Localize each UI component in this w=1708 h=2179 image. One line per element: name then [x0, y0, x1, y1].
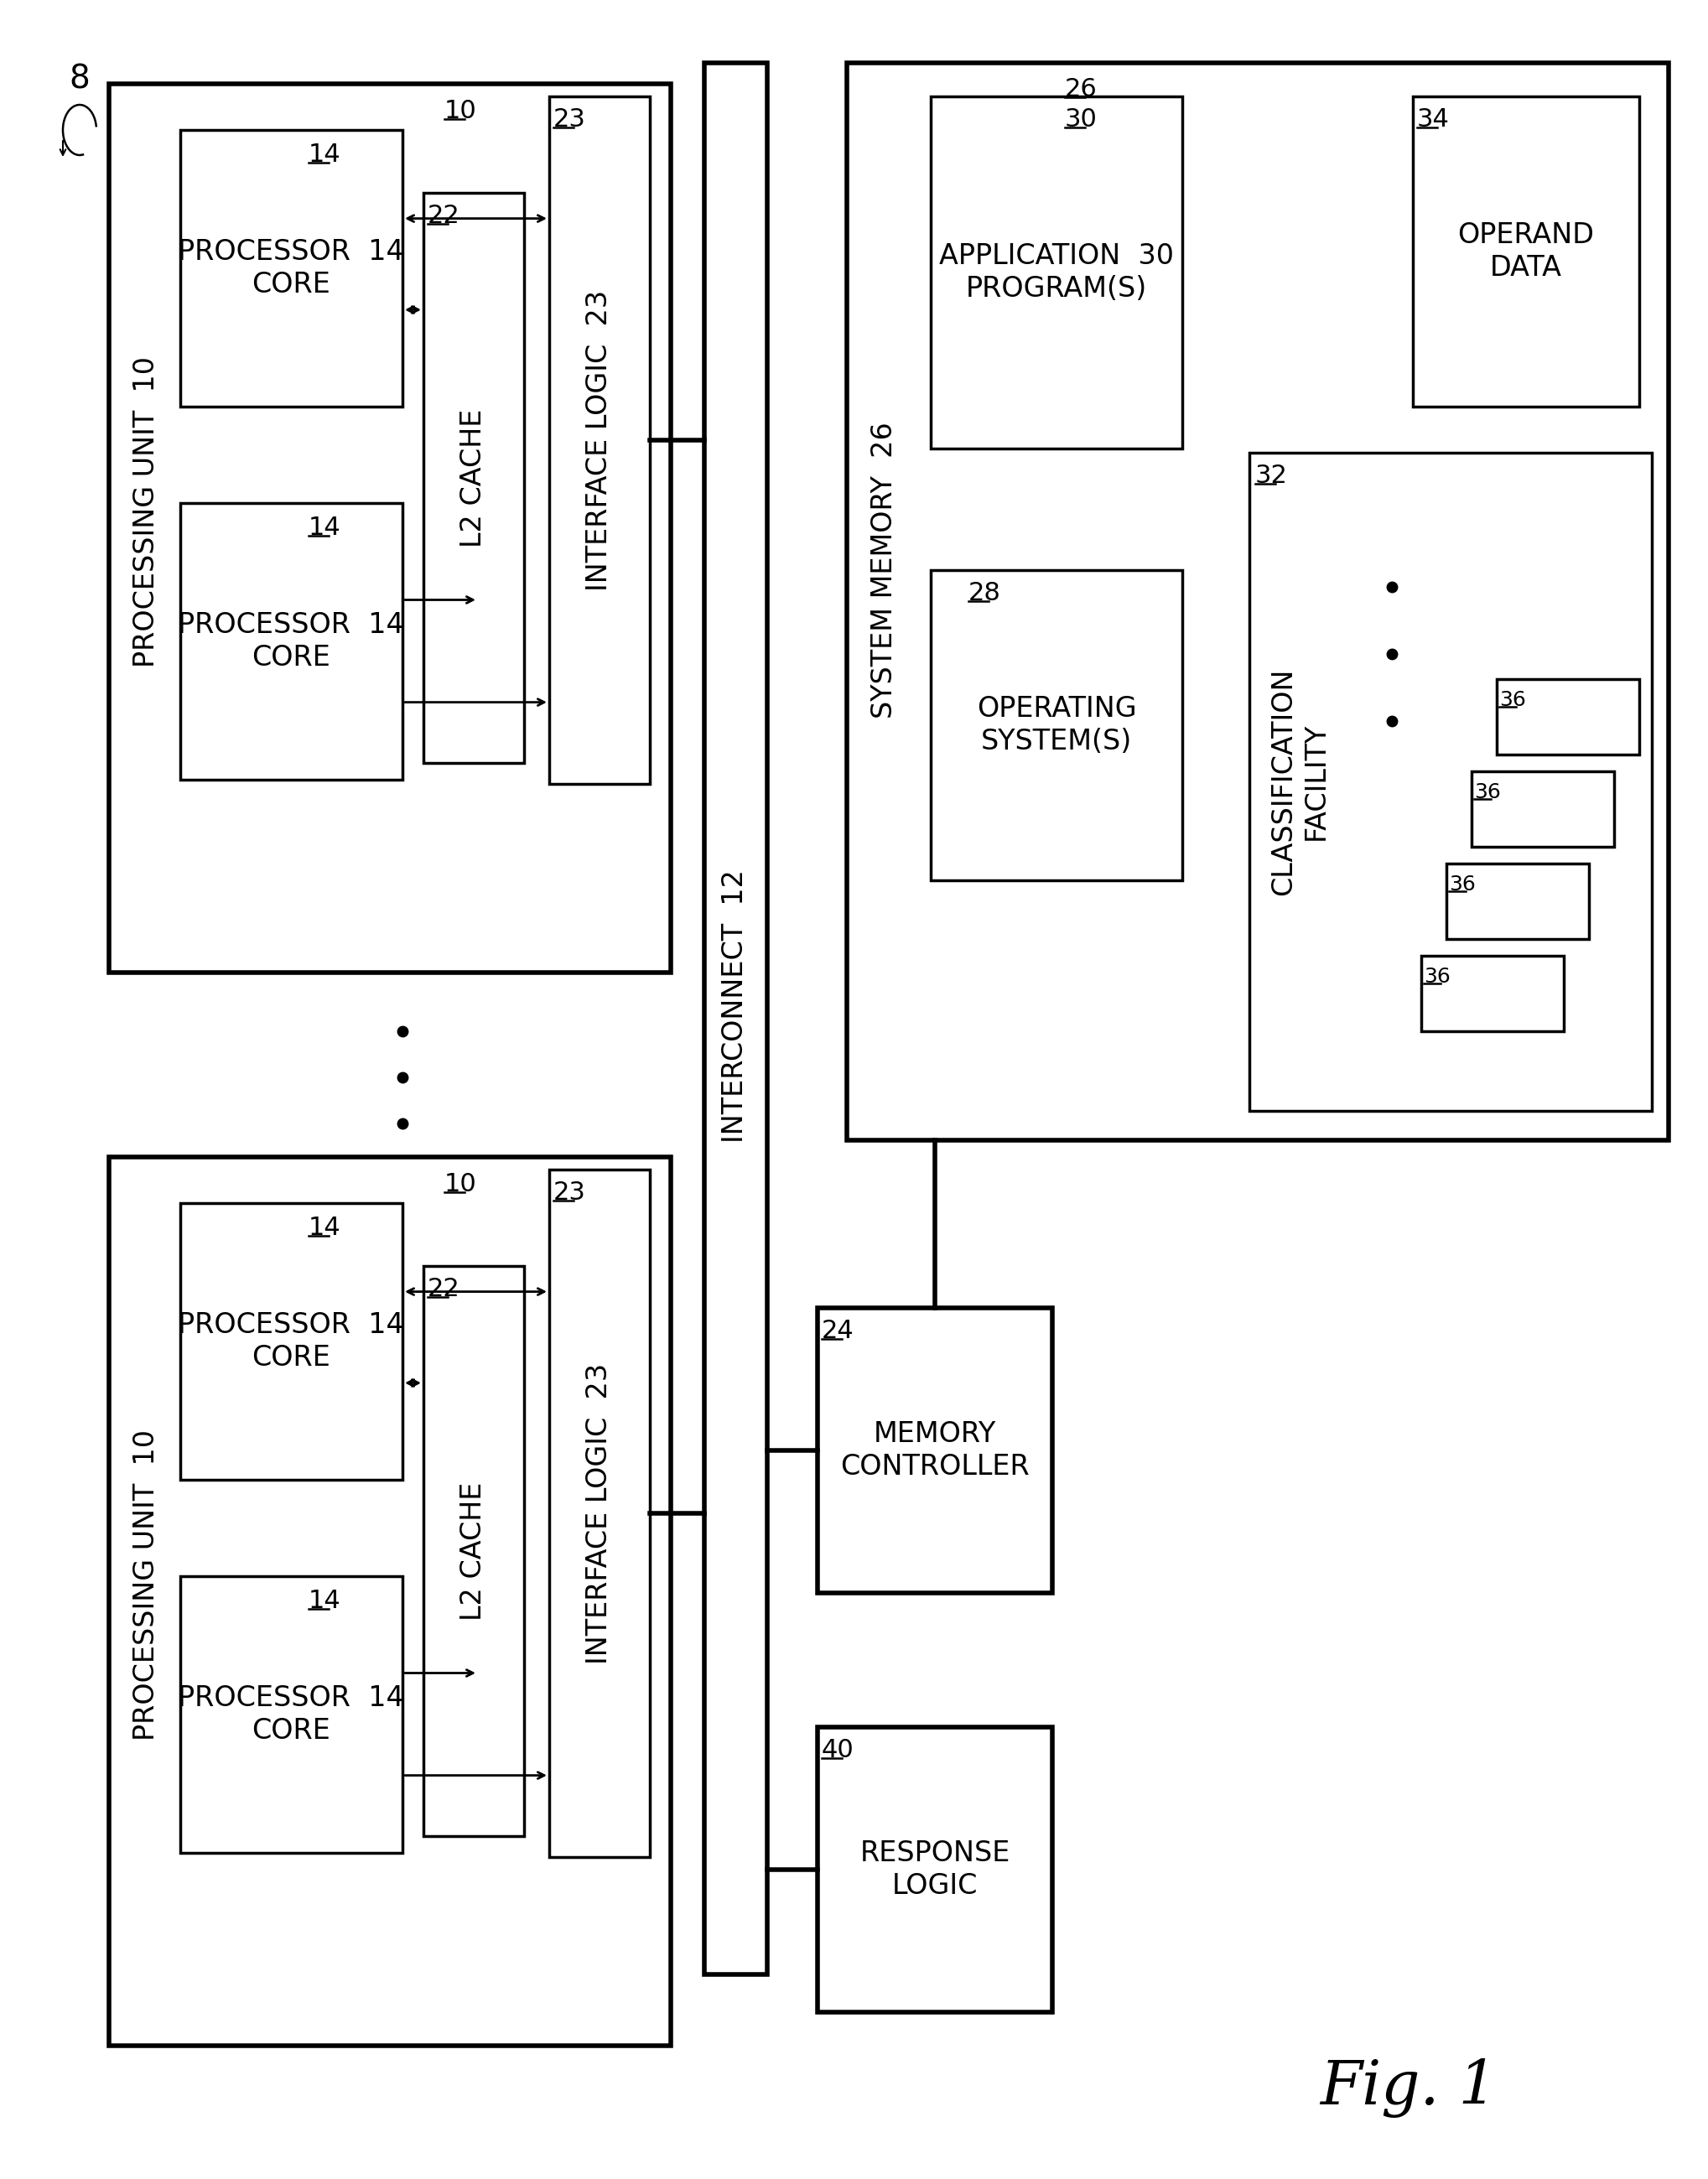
Text: PROCESSOR  14
CORE: PROCESSOR 14 CORE — [178, 612, 405, 671]
Text: 23: 23 — [553, 1181, 586, 1205]
Text: PROCESSOR  14
CORE: PROCESSOR 14 CORE — [178, 238, 405, 299]
Text: APPLICATION  30
PROGRAM(S): APPLICATION 30 PROGRAM(S) — [939, 242, 1173, 303]
Text: 36: 36 — [1424, 967, 1450, 987]
Text: Fig. 1: Fig. 1 — [1320, 2057, 1498, 2118]
Bar — [1421, 957, 1565, 1031]
Bar — [1496, 680, 1640, 754]
Text: 14: 14 — [309, 516, 342, 540]
Text: INTERFACE LOGIC  23: INTERFACE LOGIC 23 — [586, 1362, 613, 1665]
Bar — [181, 1203, 403, 1480]
Bar — [704, 63, 767, 1974]
Text: PROCESSING UNIT  10: PROCESSING UNIT 10 — [133, 1429, 161, 1741]
Text: 32: 32 — [1255, 464, 1288, 488]
Text: SYSTEM MEMORY  26: SYSTEM MEMORY 26 — [871, 423, 898, 719]
Bar — [1249, 453, 1652, 1111]
Text: 14: 14 — [309, 1216, 342, 1240]
Text: 10: 10 — [444, 98, 477, 124]
Bar — [1447, 863, 1588, 939]
Bar — [181, 1575, 403, 1852]
Bar — [818, 1307, 1052, 1593]
Bar — [550, 96, 649, 784]
Text: OPERATING
SYSTEM(S): OPERATING SYSTEM(S) — [977, 695, 1136, 756]
Text: 26: 26 — [1064, 76, 1097, 102]
Text: 14: 14 — [309, 1588, 342, 1612]
Bar — [550, 1170, 649, 1857]
Text: 36: 36 — [1474, 782, 1501, 802]
Text: 22: 22 — [427, 203, 459, 229]
Bar — [847, 63, 1669, 1140]
Bar — [109, 83, 671, 972]
Text: 22: 22 — [427, 1277, 459, 1301]
Text: PROCESSING UNIT  10: PROCESSING UNIT 10 — [133, 355, 161, 667]
Bar — [931, 96, 1182, 449]
Text: MEMORY
CONTROLLER: MEMORY CONTROLLER — [840, 1421, 1030, 1480]
Text: 30: 30 — [1064, 107, 1098, 131]
Text: OPERAND
DATA: OPERAND DATA — [1457, 222, 1594, 281]
Bar — [424, 1266, 524, 1837]
Text: 8: 8 — [70, 63, 91, 96]
Text: INTERFACE LOGIC  23: INTERFACE LOGIC 23 — [586, 290, 613, 591]
Text: 23: 23 — [553, 107, 586, 131]
Bar — [1413, 96, 1640, 407]
Text: L2 CACHE: L2 CACHE — [459, 1482, 487, 1621]
Bar — [181, 503, 403, 780]
Text: 28: 28 — [968, 582, 1001, 606]
Bar — [109, 1157, 671, 2046]
Text: PROCESSOR  14
CORE: PROCESSOR 14 CORE — [178, 1312, 405, 1371]
Bar — [818, 1728, 1052, 2011]
Bar — [424, 192, 524, 763]
Text: 24: 24 — [822, 1318, 854, 1342]
Text: INTERCONNECT  12: INTERCONNECT 12 — [721, 869, 750, 1142]
Text: 10: 10 — [444, 1172, 477, 1196]
Text: 14: 14 — [309, 142, 342, 168]
Text: 36: 36 — [1500, 691, 1525, 710]
Text: 34: 34 — [1418, 107, 1450, 131]
Text: RESPONSE
LOGIC: RESPONSE LOGIC — [859, 1839, 1009, 1900]
Text: PROCESSOR  14
CORE: PROCESSOR 14 CORE — [178, 1684, 405, 1745]
Bar — [1472, 771, 1614, 848]
Bar — [931, 571, 1182, 880]
Text: 40: 40 — [822, 1739, 854, 1763]
Text: L2 CACHE: L2 CACHE — [459, 410, 487, 547]
Bar — [181, 131, 403, 407]
Text: CLASSIFICATION
FACILITY: CLASSIFICATION FACILITY — [1269, 667, 1329, 896]
Text: 36: 36 — [1448, 874, 1476, 896]
